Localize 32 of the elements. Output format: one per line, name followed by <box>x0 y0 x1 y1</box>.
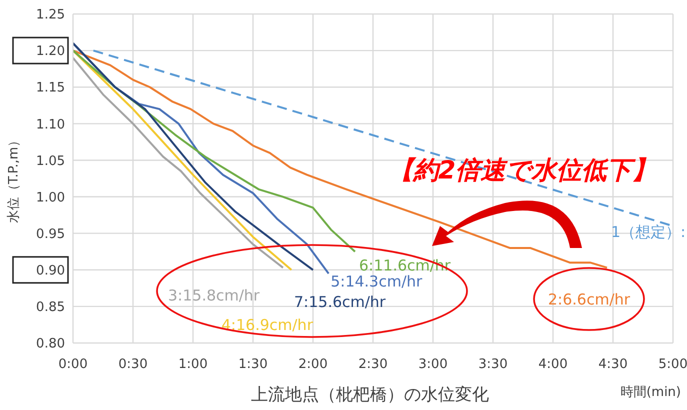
y-tick-label: 1.00 <box>36 190 65 206</box>
x-tick-label: 1:00 <box>178 357 208 372</box>
x-tick-label: 5:00 <box>658 357 687 372</box>
series-label: 3:15.8cm/hr <box>168 286 260 305</box>
x-tick-label: 2:00 <box>298 357 328 372</box>
line-series <box>73 50 356 253</box>
y-tick-label: 0.90 <box>36 264 65 279</box>
x-axis-title: 時間(min) <box>620 385 681 400</box>
series-label: 1（想定）: <box>611 223 686 242</box>
series-label: 5:14.3cm/hr <box>330 272 424 291</box>
y-tick-label: 1.20 <box>36 44 65 60</box>
y-tick-label: 0.95 <box>36 226 65 242</box>
text: 4:16.9cm/hr <box>221 316 314 334</box>
series-label: 7:15.6cm/hr <box>294 292 386 311</box>
x-tick-label: 3:30 <box>478 357 508 372</box>
x-tick-label: 1:30 <box>238 357 268 372</box>
x-tick-label: 0:00 <box>58 357 88 372</box>
y-tick-label: 1.10 <box>36 117 65 132</box>
x-tick-label: 0:30 <box>118 357 148 372</box>
y-tick-label: 1.15 <box>36 80 65 96</box>
y-tick-label: 0.85 <box>36 300 65 316</box>
x-tick-label: 3:00 <box>418 357 448 372</box>
y-tick-label: 1.25 <box>36 8 65 23</box>
y-tick-label: 0.80 <box>36 336 65 352</box>
text: 2:6.6cm/hr <box>548 290 631 309</box>
x-tick-label: 4:30 <box>598 357 628 372</box>
text: 上流地点（枇杷橋）の水位変化 <box>251 385 489 405</box>
y-tick-label: 1.05 <box>36 154 65 169</box>
x-tick-label: 2:30 <box>358 357 388 372</box>
annotation: 【約2倍速で水位低下】 <box>388 156 657 184</box>
y-axis-title: 水位（T.P.,m） <box>6 134 22 224</box>
x-tick-label: 4:00 <box>538 357 568 372</box>
